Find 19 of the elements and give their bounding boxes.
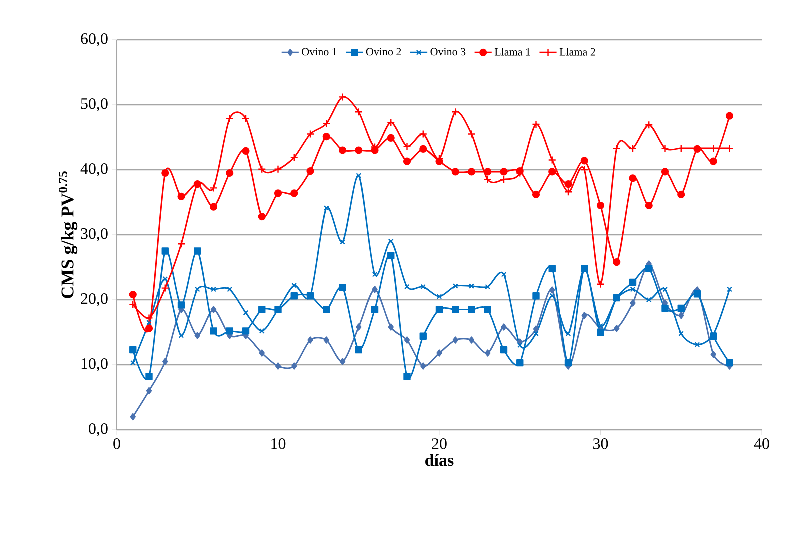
x-tick-label: 20 [432, 438, 447, 450]
y-tick-label: 0,0 [89, 423, 108, 437]
legend-label: Llama 1 [494, 48, 530, 56]
legend-label: Ovino 1 [302, 48, 337, 56]
x-tick-label: 10 [272, 438, 286, 450]
x-axis-title: días [426, 454, 454, 466]
x-tick-label: 40 [754, 438, 770, 450]
y-axis-title: CMS g/kg PV$^{0.75}$ [58, 172, 78, 298]
x-tick-label: 30 [594, 438, 608, 450]
x-tick-label: 0 [114, 438, 120, 450]
y-tick-label: 50,0 [81, 98, 108, 112]
y-tick-label: 10,0 [82, 358, 108, 372]
y-tick-label: 20,0 [81, 293, 108, 307]
y-tick-label: 30,0 [81, 228, 108, 242]
y-tick-label: 40,0 [80, 163, 108, 177]
legend-label: Ovino 3 [430, 48, 466, 56]
y-tick-label: 60,0 [81, 33, 108, 47]
legend-label: Ovino 2 [366, 48, 402, 56]
legend-label: Llama 2 [560, 48, 596, 56]
